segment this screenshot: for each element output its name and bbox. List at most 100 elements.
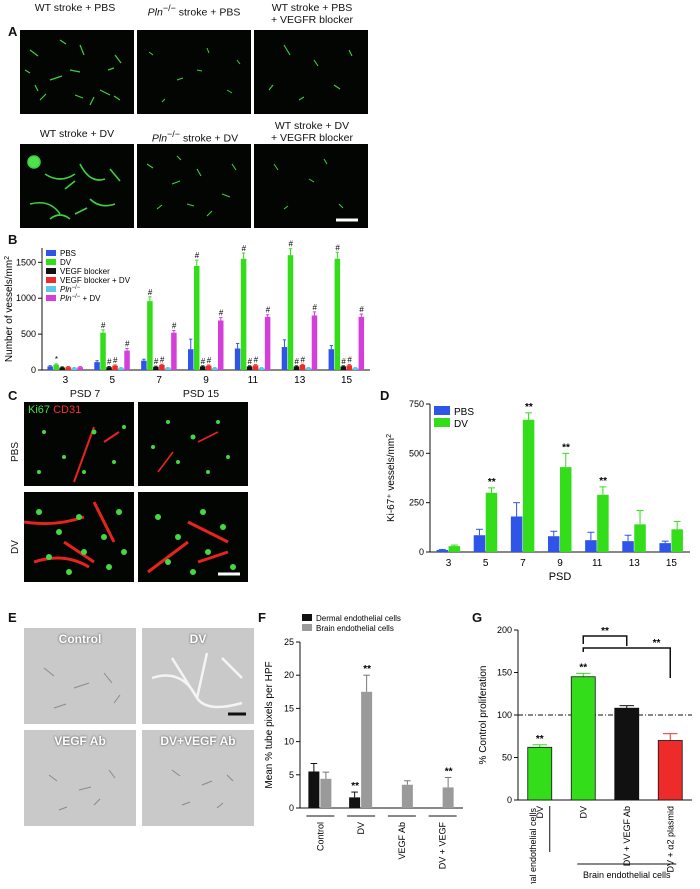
g-bar [614, 708, 639, 800]
g-y-tick-label: 0 [507, 795, 512, 805]
d-legend-swatch [434, 418, 450, 427]
b-bar [240, 258, 247, 370]
d-x-tick-label: 9 [557, 558, 563, 569]
d-bar [659, 543, 671, 552]
b-annotation: # [341, 357, 346, 366]
d-bar [510, 516, 523, 552]
b-bar [53, 364, 59, 370]
b-bar [206, 365, 212, 370]
b-bar [334, 258, 341, 370]
b-legend-swatch [46, 268, 56, 274]
panel-label-a: A [8, 24, 18, 39]
f-legend-swatch [302, 614, 312, 621]
g-annotation: ** [536, 734, 544, 745]
d-y-label-sup: 2 [386, 434, 393, 438]
b-bar [352, 367, 359, 370]
d-annotation: ** [525, 402, 533, 413]
g-bar [571, 676, 596, 800]
b-y-tick-label: 500 [21, 329, 36, 339]
b-bar [293, 366, 300, 370]
micrograph-wt-dv-vegfr [254, 144, 368, 228]
b-legend-label-sup: −/− [72, 294, 81, 300]
b-bar [281, 347, 288, 370]
f-bar [401, 784, 413, 808]
b-bar [287, 255, 294, 370]
d-annotation: ** [562, 442, 570, 453]
b-bar [218, 320, 224, 370]
panel-label-c: C [8, 388, 18, 403]
d-bar [448, 546, 461, 552]
b-bar [200, 366, 206, 370]
b-annotation: * [55, 355, 58, 364]
b-bar [77, 367, 83, 370]
d-legend-label: PBS [454, 407, 474, 418]
b-legend-label-pln: Pln [60, 294, 72, 303]
g-x-tick-label: DV [578, 806, 588, 819]
b-annotation: # [254, 356, 259, 365]
b-bar [246, 366, 253, 370]
micrograph-c-pbs-psd7: Ki67 CD31 [24, 402, 134, 486]
b-bar [65, 367, 71, 370]
micrograph-c-dv-psd7 [24, 492, 134, 582]
b-annotation: # [347, 356, 352, 365]
f-y-label: Mean % tube pixels per HPF [264, 661, 275, 788]
b-bar [165, 367, 171, 370]
b-annotation: # [312, 303, 317, 312]
d-legend-label: DV [454, 419, 468, 430]
b-legend-label: VEGF blocker + DV [60, 276, 131, 285]
b-y-tick-label: 1000 [16, 293, 36, 303]
b-bar [71, 367, 77, 370]
b-annotation: # [160, 355, 165, 364]
micrograph-pln-dv [137, 144, 251, 228]
d-annotation: ** [599, 476, 607, 487]
f-bar [349, 797, 361, 808]
d-x-tick-label: 15 [666, 558, 678, 569]
g-bar [527, 747, 552, 800]
c-row-label-pbs: PBS [10, 441, 21, 462]
b-x-tick-label: 7 [156, 375, 162, 386]
b-bar [47, 366, 53, 370]
b-annotation: # [248, 357, 253, 366]
f-legend-swatch [302, 624, 312, 631]
b-legend-label: DV [60, 258, 72, 267]
b-annotation: # [242, 244, 247, 253]
d-annotation: ** [488, 477, 496, 488]
d-x-tick-label: 5 [483, 558, 489, 569]
b-legend-label-rest: + DV [80, 294, 101, 303]
b-annotation: # [125, 339, 130, 348]
d-x-label: PSD [549, 571, 572, 582]
f-x-tick-label: Control [315, 822, 325, 851]
g-y-tick-label: 200 [497, 625, 512, 635]
c-col-title-psd15: PSD 15 [182, 388, 220, 400]
b-x-tick-label: 11 [248, 375, 259, 386]
em-label-vegf-ab: VEGF Ab [54, 734, 106, 748]
d-bar [548, 536, 560, 552]
panel-label-e: E [8, 610, 17, 625]
b-annotation: # [201, 357, 206, 366]
b-annotation: # [300, 355, 305, 364]
b-legend-swatch [46, 295, 56, 301]
b-annotation: # [172, 322, 177, 331]
d-x-tick-label: 7 [520, 558, 526, 569]
d-bar [522, 419, 535, 552]
d-bar [597, 494, 609, 552]
c-col-title-psd7: PSD 7 [69, 388, 101, 400]
g-bar [658, 740, 683, 800]
b-x-tick-label: 9 [203, 375, 209, 386]
b-bar [124, 350, 130, 370]
d-bar [485, 492, 498, 552]
b-bar [212, 367, 218, 370]
f-x-tick-label: DV + VEGF [438, 822, 448, 870]
a-title-wt-dv: WT stroke + DV [39, 128, 115, 140]
b-annotation: # [359, 305, 364, 314]
b-legend-swatch [46, 259, 56, 265]
b-bar [171, 332, 177, 370]
g-y-tick-label: 100 [497, 710, 512, 720]
b-x-label: PSD [195, 387, 218, 388]
f-y-tick-label: 5 [289, 770, 294, 780]
b-bar [258, 367, 265, 370]
b-x-tick-label: 15 [341, 375, 353, 386]
d-bar [473, 535, 486, 552]
em-control: Control [24, 628, 136, 724]
